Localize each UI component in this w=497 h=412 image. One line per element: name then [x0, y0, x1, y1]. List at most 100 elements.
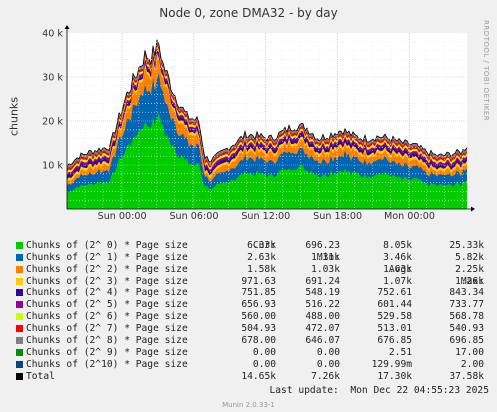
- x-tick-label: Sun 18:00: [313, 211, 362, 222]
- legend-cur: 1.58k: [247, 263, 276, 275]
- rrdtool-watermark: RRDTOOL / TOBI OETIKER: [482, 20, 490, 122]
- legend-cur: 560.00: [241, 311, 276, 323]
- legend-swatch: [16, 289, 23, 297]
- legend-max: 17.00: [455, 346, 484, 358]
- legend-avg: 752.61: [377, 287, 412, 299]
- legend-row: Total 14.65k 7.26k 17.30k 37.58k: [16, 371, 492, 383]
- legend-label: Chunks of (2^ 5) * Page size: [26, 299, 188, 311]
- legend-avg: 3.46k: [383, 251, 412, 263]
- legend-row: Chunks of (2^ 4) * Page size 751.85 548.19…: [16, 287, 492, 299]
- legend-max: 696.85: [449, 335, 484, 347]
- y-tick-label: 40 k: [42, 29, 63, 40]
- legend-avg: 8.05k: [383, 239, 412, 251]
- x-tick-label: Sun 06:00: [169, 211, 218, 222]
- legend-label: Chunks of (2^ 4) * Page size: [26, 287, 188, 299]
- legend-swatch: [16, 241, 23, 249]
- legend-avg: 1.63k: [383, 263, 412, 275]
- legend-header-min: Min:: [316, 251, 340, 263]
- axes: 10 k 20 k 30 k 40 k Sun 00:00 Sun 06:00 Sun 12…: [42, 25, 475, 222]
- legend-row: Chunks of (2^ 7) * Page size 504.93 472.07…: [16, 323, 492, 335]
- legend-max: 843.34: [449, 287, 484, 299]
- legend-cur: 2.63k: [247, 251, 276, 263]
- legend-avg: 2.51: [388, 346, 412, 358]
- legend-max: 5.82k: [455, 251, 484, 263]
- legend-swatch: [16, 277, 23, 285]
- series-area-0: [67, 113, 467, 209]
- legend-swatch: [16, 313, 23, 321]
- legend-cur: 0.00: [252, 346, 276, 358]
- legend-max: 25.33k: [449, 239, 484, 251]
- legend-swatch: [16, 337, 23, 345]
- legend-swatch: [16, 265, 23, 273]
- legend-header-cur: Cur:: [252, 239, 276, 251]
- legend-row: Chunks of (2^ 6) * Page size 560.00 488.00…: [16, 311, 492, 323]
- legend-avg: 676.85: [377, 335, 412, 347]
- legend-row: Chunks of (2^10) * Page size 0.00 0.00 129.…: [16, 359, 492, 371]
- legend-max: 568.78: [449, 311, 484, 323]
- legend-avg: 513.01: [377, 323, 412, 335]
- legend-max: 2.00: [460, 358, 484, 370]
- legend-header: Cur: Min: Avg: Max:: [16, 228, 492, 287]
- legend-avg: 529.58: [377, 311, 412, 323]
- legend-min: 691.24: [305, 275, 340, 287]
- legend-label: Chunks of (2^ 7) * Page size: [26, 323, 188, 335]
- legend-avg: 17.30k: [377, 370, 412, 382]
- y-axis-arrow: [64, 25, 70, 29]
- legend-row: Chunks of (2^ 5) * Page size 656.93 516.22…: [16, 299, 492, 311]
- legend-min: 516.22: [305, 299, 340, 311]
- legend-min: 0.00: [316, 358, 340, 370]
- series-areas: [66, 38, 468, 210]
- legend-row: Chunks of (2^ 3) * Page size 971.63 691.24…: [16, 276, 492, 288]
- legend-row: Chunks of (2^ 8) * Page size 678.00 646.07…: [16, 335, 492, 347]
- legend-label: Chunks of (2^ 2) * Page size: [26, 263, 188, 275]
- legend-row: Chunks of (2^ 0) * Page size 6.33k 696.23 8…: [16, 240, 492, 252]
- legend-cur: 751.85: [241, 287, 276, 299]
- munin-footer: Munin 2.0.33-1: [222, 401, 275, 409]
- legend-header-avg: Avg:: [388, 263, 412, 275]
- legend-row: Chunks of (2^ 1) * Page size 2.63k 1.31k 3.…: [16, 252, 492, 264]
- legend-row: Chunks of (2^ 9) * Page size 0.00 0.00 2.51…: [16, 347, 492, 359]
- legend-avg: 601.44: [377, 299, 412, 311]
- y-tick-label: 20 k: [42, 117, 63, 128]
- legend-min: 7.26k: [311, 370, 340, 382]
- plot-area: 10 k 20 k 30 k 40 k Sun 00:00 Sun 06:00 Sun 12…: [42, 25, 475, 222]
- x-tick-label: Mon 00:00: [384, 211, 435, 222]
- total-line: [66, 38, 468, 167]
- legend-swatch: [16, 253, 23, 261]
- legend-min: 0.00: [316, 346, 340, 358]
- legend-min: 472.07: [305, 323, 340, 335]
- legend-cur: 504.93: [241, 323, 276, 335]
- legend-row: Chunks of (2^ 2) * Page size 1.58k 1.03k 1.…: [16, 264, 492, 276]
- x-tick-label: Sun 12:00: [241, 211, 290, 222]
- legend-swatch: [16, 325, 23, 333]
- legend-max: 540.93: [449, 323, 484, 335]
- legend-swatch: [16, 360, 23, 368]
- legend-label: Chunks of (2^10) * Page size: [26, 358, 188, 370]
- legend-max: 1.26k: [455, 275, 484, 287]
- y-tick-label: 10 k: [42, 161, 63, 172]
- y-tick-label: 30 k: [42, 73, 63, 84]
- legend-cur: 971.63: [241, 275, 276, 287]
- legend-label: Chunks of (2^ 6) * Page size: [26, 311, 188, 323]
- legend-label: Chunks of (2^ 1) * Page size: [26, 251, 188, 263]
- legend-cur: 14.65k: [241, 370, 276, 382]
- legend-label: Chunks of (2^ 0) * Page size: [26, 239, 188, 251]
- last-update: Last update: Mon Dec 22 04:55:23 2025: [269, 385, 490, 396]
- legend-cur: 678.00: [241, 335, 276, 347]
- legend-swatch: [16, 372, 23, 380]
- legend-max: 37.58k: [449, 370, 484, 382]
- chart-title: Node 0, zone DMA32 - by day: [159, 6, 338, 20]
- legend-max: 2.25k: [455, 263, 484, 275]
- legend-label: Total: [26, 370, 55, 382]
- legend-rows: Chunks of (2^ 0) * Page size 6.33k 696.23 8…: [16, 240, 492, 383]
- legend-label: Chunks of (2^ 9) * Page size: [26, 346, 188, 358]
- legend-avg: 1.07k: [383, 275, 412, 287]
- x-axis-arrow: [471, 206, 475, 212]
- legend: Cur: Min: Avg: Max: Chunks of (2^ 0) * P…: [16, 228, 492, 383]
- legend-min: 696.23: [305, 239, 340, 251]
- legend-min: 646.07: [305, 335, 340, 347]
- legend-min: 548.19: [305, 287, 340, 299]
- x-tick-label: Sun 00:00: [98, 211, 147, 222]
- legend-avg: 129.99m: [371, 358, 412, 370]
